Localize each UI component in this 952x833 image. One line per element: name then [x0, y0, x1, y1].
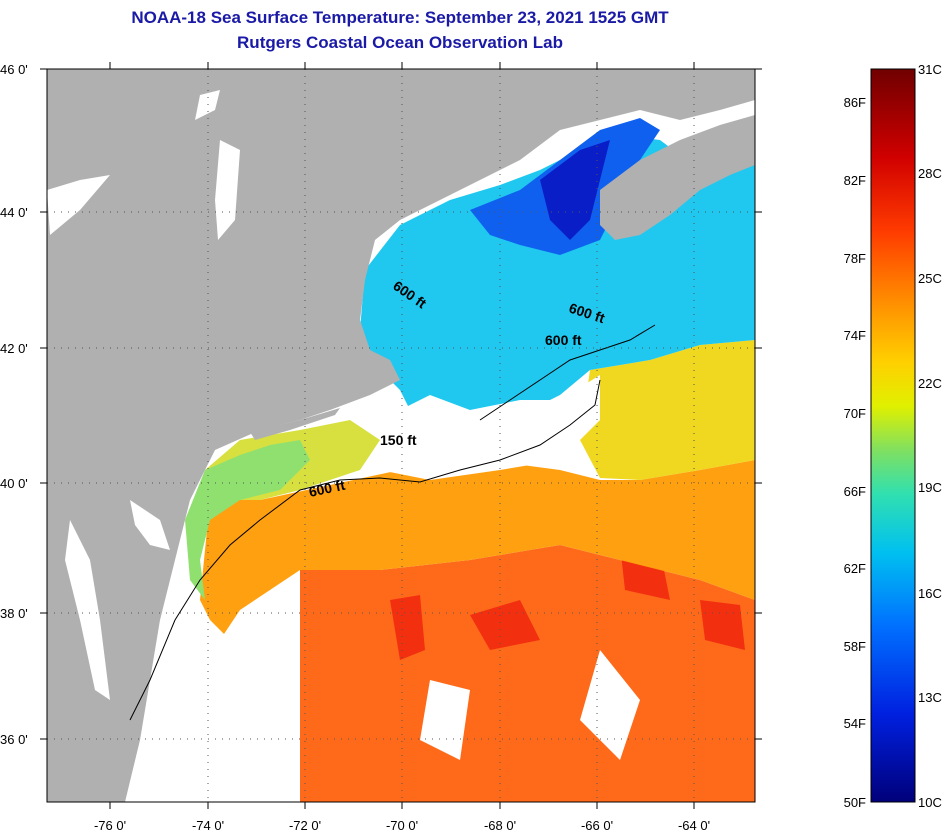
sst-yellow-region [580, 340, 755, 480]
lat-label: 40 0' [0, 476, 28, 491]
colorbar-f-label: 86F [843, 95, 866, 110]
colorbar-c-label: 19C [918, 480, 942, 495]
colorbar-f-label: 74F [843, 328, 866, 343]
lat-label: 44 0' [0, 205, 28, 220]
cloud-patch [380, 375, 600, 480]
lat-label: 46 0' [0, 62, 28, 77]
colorbar-f-label: 70F [843, 406, 866, 421]
colorbar [870, 68, 916, 803]
lon-label: -76 0' [93, 818, 127, 833]
chesapeake-bay [65, 520, 110, 700]
colorbar-f-label: 54F [843, 716, 866, 731]
map-image [47, 69, 755, 802]
colorbar-c-label: 16C [918, 586, 942, 601]
map-frame [46, 68, 756, 803]
lat-label: 42 0' [0, 341, 28, 356]
lon-label: -74 0' [191, 818, 225, 833]
contour-600ft-gulf [479, 324, 656, 421]
sst-orange-region [200, 460, 755, 640]
colorbar-c-label: 10C [918, 795, 942, 810]
inland-lake [47, 90, 240, 240]
lon-label: -68 0' [483, 818, 517, 833]
colorbar-c-label: 13C [918, 690, 942, 705]
sst-green-shelf [185, 440, 310, 600]
contour-label: 150 ft [380, 432, 417, 448]
colorbar-f-label: 62F [843, 561, 866, 576]
colorbar-c-label: 28C [918, 166, 942, 181]
land-nova-scotia [600, 115, 755, 240]
lat-label: 36 0' [0, 732, 28, 747]
land-long-island [250, 408, 340, 440]
lon-label: -66 0' [580, 818, 614, 833]
colorbar-c-label: 25C [918, 271, 942, 286]
contour-label: 600 ft [307, 477, 346, 500]
cloud-patch-south [150, 560, 640, 802]
colorbar-c-label: 31C [918, 62, 942, 77]
sst-deep-blue-region [540, 140, 610, 240]
colorbar-f-label: 58F [843, 639, 866, 654]
sst-warm-region [300, 545, 755, 802]
map-subtitle: Rutgers Coastal Ocean Observation Lab [237, 33, 563, 52]
contour-label: 600 ft [545, 332, 582, 348]
colorbar-f-label: 82F [843, 173, 866, 188]
colorbar-f-label: 78F [843, 251, 866, 266]
lat-label: 38 0' [0, 606, 28, 621]
axis-ticks [40, 62, 762, 809]
lon-label: -64 0' [677, 818, 711, 833]
delaware-bay [130, 500, 170, 550]
colorbar-f-label: 50F [843, 795, 866, 810]
sst-hot-patches [390, 545, 745, 660]
contour-600ft [129, 379, 601, 721]
colorbar-c-label: 22C [918, 376, 942, 391]
lon-label: -70 0' [385, 818, 419, 833]
map-title: NOAA-18 Sea Surface Temperature: Septemb… [131, 8, 669, 27]
colorbar-f-label: 66F [843, 484, 866, 499]
land [47, 69, 755, 802]
lon-label: -72 0' [288, 818, 322, 833]
